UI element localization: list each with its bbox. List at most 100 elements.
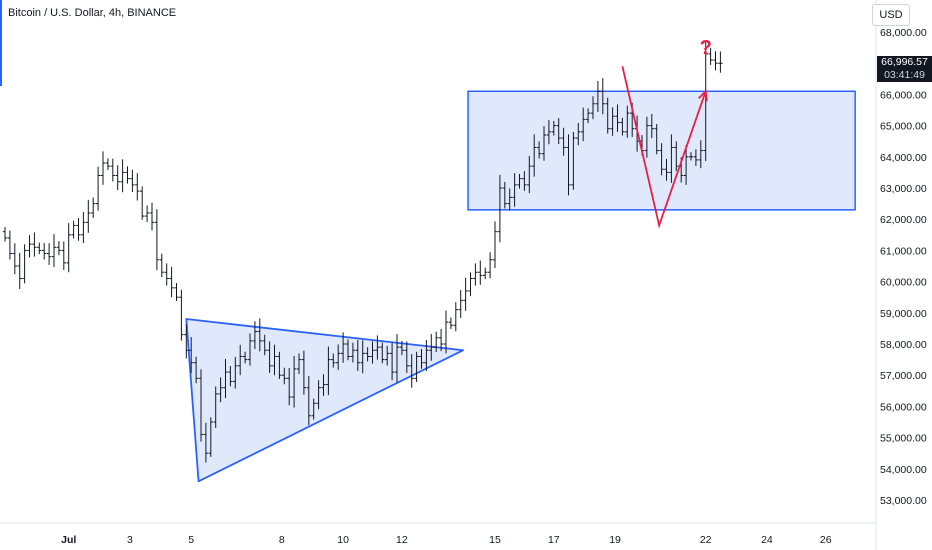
ohlc-bar (483, 267, 488, 280)
time-tick-label: 24 (761, 534, 773, 546)
question-annotation: ? (700, 37, 712, 59)
price-tick-label: 59,000.00 (880, 308, 927, 320)
ohlc-bar (620, 117, 625, 136)
ohlc-bar (37, 242, 42, 255)
price-tick-label: 54,000.00 (880, 464, 927, 476)
ohlc-bar (91, 197, 96, 218)
time-tick-label: 15 (489, 534, 501, 546)
last-price-tag: 66,996.57 03:41:49 (877, 56, 932, 82)
ohlc-bar (644, 116, 650, 158)
ohlc-bar (32, 232, 37, 257)
ohlc-bar (380, 342, 385, 364)
price-tick-label: 60,000.00 (880, 277, 927, 289)
ohlc-bar (708, 47, 713, 65)
ohlc-bar (473, 263, 478, 286)
ohlc-bar (487, 252, 493, 279)
ohlc-bar (664, 158, 669, 181)
ohlc-bar (56, 241, 62, 256)
ohlc-bar (649, 113, 654, 139)
ohlc-bar (713, 51, 718, 71)
ohlc-bar (389, 343, 395, 381)
ohlc-bar (340, 332, 346, 363)
ohlc-bar (257, 318, 262, 352)
ohlc-bar (385, 345, 390, 366)
price-axis[interactable]: 53,000.00 54,000.00 55,000.00 56,000.00 57,0… (875, 0, 927, 550)
ohlc-bar (81, 212, 86, 244)
time-tick-label: 26 (820, 534, 832, 546)
ohlc-bar (125, 166, 130, 184)
ohlc-bar (46, 243, 52, 265)
ohlc-bar (27, 235, 32, 258)
ohlc-bar (66, 223, 71, 273)
ohlc-bar (517, 173, 522, 189)
ohlc-bar (497, 174, 503, 243)
ohlc-bar (149, 202, 155, 231)
ohlc-bar (669, 134, 674, 183)
currency-button[interactable]: USD (872, 4, 910, 26)
triangle-shape (185, 318, 465, 483)
ohlc-bar (184, 324, 189, 359)
ohlc-bar (277, 351, 282, 379)
ohlc-bar (443, 310, 449, 354)
time-tick-label: 3 (127, 534, 133, 546)
ohlc-bar (399, 341, 405, 356)
ohlc-bar (536, 141, 542, 159)
ohlc-bar (590, 96, 596, 120)
ohlc-bar (100, 151, 106, 185)
ohlc-bar (110, 158, 115, 182)
ohlc-bar (581, 107, 586, 142)
ohlc-bar (179, 289, 184, 341)
ohlc-bar (429, 334, 434, 361)
ohlc-bar (605, 97, 610, 134)
ohlc-bar (512, 173, 517, 207)
projection-arrowhead (698, 89, 708, 102)
ohlc-bar (434, 331, 439, 352)
ohlc-bar (688, 152, 694, 161)
ohlc-bar (71, 220, 76, 239)
ohlc-bar (326, 346, 331, 396)
triangle-pattern (185, 318, 465, 483)
ohlc-bar (336, 344, 341, 370)
price-tick-label: 65,000.00 (880, 121, 927, 133)
ohlc-bar (198, 369, 204, 442)
time-tick-label: 8 (279, 534, 285, 546)
ohlc-bar (703, 40, 708, 162)
ohlc-bar (478, 260, 483, 285)
ohlc-bar (223, 358, 228, 399)
ohlc-bar (532, 134, 537, 177)
ohlc-bar (321, 374, 326, 396)
ohlc-bar (331, 353, 336, 368)
time-axis[interactable]: Jul 3 5 8 10 12 15 17 19 22 24 26 (0, 522, 876, 546)
ohlc-bar (345, 339, 351, 361)
ohlc-bar (76, 217, 81, 241)
ohlc-bar (556, 118, 561, 145)
ohlc-bar (154, 209, 160, 271)
projection-path (621, 66, 708, 229)
ohlc-bar (238, 344, 243, 376)
price-tick-label: 63,000.00 (880, 183, 927, 195)
ohlc-bar (448, 317, 454, 330)
time-tick-label: 10 (337, 534, 349, 546)
ohlc-bar (453, 302, 458, 332)
symbol-title: Bitcoin / U.S. Dollar, 4h, BINANCE (8, 7, 177, 19)
ohlc-bar (316, 380, 321, 410)
price-tick-label: 58,000.00 (880, 339, 927, 351)
ohlc-bar (458, 290, 463, 318)
ohlc-bar (95, 166, 101, 211)
ohlc-bar (2, 227, 8, 242)
time-tick-label: 12 (396, 534, 408, 546)
ohlc-bar (306, 375, 311, 426)
time-tick-label: 5 (188, 534, 194, 546)
ohlc-bar (615, 104, 620, 132)
ohlc-bar (625, 105, 630, 138)
ohlc-bar (189, 337, 194, 374)
ohlc-bar (282, 367, 287, 385)
ohlc-bar (12, 243, 17, 275)
ohlc-bar (419, 348, 424, 369)
price-tick-label: 56,000.00 (880, 401, 927, 413)
ohlc-bar (208, 417, 213, 457)
ohlc-bar (350, 342, 356, 363)
ohlc-bar (144, 205, 150, 223)
ohlc-bar (193, 356, 199, 384)
